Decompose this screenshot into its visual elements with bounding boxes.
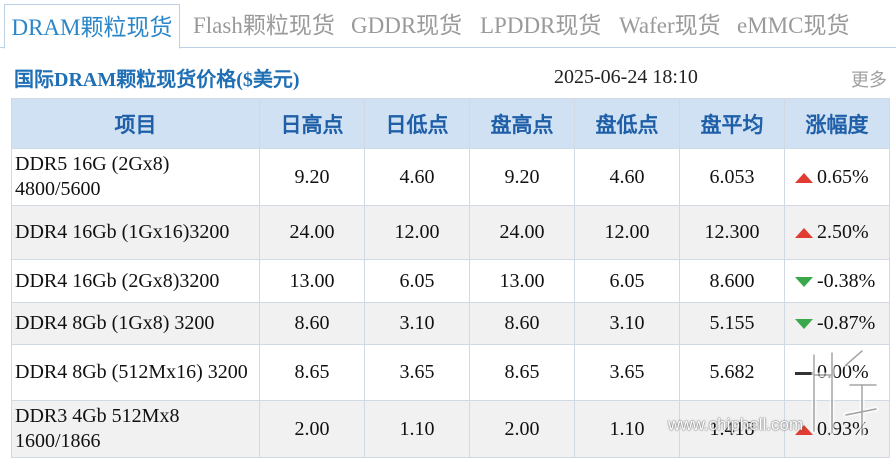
arrow-down-icon: [795, 319, 813, 330]
change-value: 0.65%: [817, 165, 869, 188]
session-low-value: 3.10: [574, 302, 680, 345]
update-timestamp: 2025-06-24 18:10: [554, 66, 698, 88]
table-row: DDR4 16Gb (1Gx16)3200 24.00 12.00 24.00 …: [11, 205, 890, 260]
item-name[interactable]: DDR3 4Gb 512Mx8 1600/1866: [11, 400, 260, 458]
change-cell: -0.87%: [784, 302, 890, 345]
change-cell: 2.50%: [784, 205, 890, 260]
session-low-value: 4.60: [574, 148, 680, 206]
column-header-change: 涨幅度: [784, 98, 890, 149]
more-link[interactable]: 更多: [851, 70, 887, 90]
session-high-value: 24.00: [469, 205, 575, 260]
day-low-value: 1.10: [364, 400, 470, 458]
table-row: DDR4 16Gb (2Gx8)3200 13.00 6.05 13.00 6.…: [11, 259, 890, 303]
tab-flash[interactable]: Flash颗粒现货: [193, 13, 335, 38]
day-high-value: 8.60: [259, 302, 365, 345]
tab-dram[interactable]: DRAM颗粒现货: [4, 4, 180, 49]
section-title: 国际DRAM颗粒现货价格($美元): [14, 69, 300, 91]
item-name[interactable]: DDR4 16Gb (1Gx16)3200: [11, 205, 260, 260]
session-low-value: 3.65: [574, 344, 680, 401]
item-name[interactable]: DDR4 8Gb (512Mx16) 3200: [11, 344, 260, 401]
change-value: -0.87%: [817, 312, 876, 334]
change-value: 2.50%: [817, 221, 869, 243]
session-avg-value: 6.053: [679, 148, 785, 206]
day-low-value: 4.60: [364, 148, 470, 206]
arrow-down-icon: [795, 276, 813, 287]
tab-lpddr[interactable]: LPDDR现货: [480, 13, 602, 38]
column-header-item: 项目: [11, 98, 260, 149]
change-cell: 0.65%: [784, 148, 890, 206]
arrow-up-icon: [795, 172, 813, 183]
session-avg-value: 1.418: [679, 400, 785, 458]
column-header-session-high: 盘高点: [469, 98, 575, 149]
session-avg-value: 5.682: [679, 344, 785, 401]
tab-emmc[interactable]: eMMC现货: [737, 13, 850, 38]
price-table: 项目 日高点 日低点 盘高点 盘低点 盘平均 涨幅度 DDR5 16G (2Gx…: [11, 98, 890, 458]
session-low-value: 6.05: [574, 259, 680, 303]
day-low-value: 3.10: [364, 302, 470, 345]
day-low-value: 3.65: [364, 344, 470, 401]
day-high-value: 8.65: [259, 344, 365, 401]
day-high-value: 2.00: [259, 400, 365, 458]
session-avg-value: 5.155: [679, 302, 785, 345]
session-high-value: 13.00: [469, 259, 575, 303]
table-row: DDR3 4Gb 512Mx8 1600/1866 2.00 1.10 2.00…: [11, 400, 890, 458]
session-avg-value: 12.300: [679, 205, 785, 260]
tab-wafer[interactable]: Wafer现货: [619, 13, 721, 38]
day-low-value: 6.05: [364, 259, 470, 303]
table-row: DDR4 8Gb (512Mx16) 3200 8.65 3.65 8.65 3…: [11, 344, 890, 401]
tab-gddr[interactable]: GDDR现货: [351, 13, 463, 38]
column-header-day-high: 日高点: [259, 98, 365, 149]
day-high-value: 9.20: [259, 148, 365, 206]
session-low-value: 12.00: [574, 205, 680, 260]
watermark-logo: [811, 348, 879, 438]
session-low-value: 1.10: [574, 400, 680, 458]
item-name[interactable]: DDR5 16G (2Gx8) 4800/5600: [11, 148, 260, 206]
session-avg-value: 8.600: [679, 259, 785, 303]
column-header-day-low: 日低点: [364, 98, 470, 149]
day-high-value: 24.00: [259, 205, 365, 260]
change-cell: -0.38%: [784, 259, 890, 303]
session-high-value: 9.20: [469, 148, 575, 206]
item-name[interactable]: DDR4 16Gb (2Gx8)3200: [11, 259, 260, 303]
column-header-session-low: 盘低点: [574, 98, 680, 149]
change-cell: 0.00%: [784, 344, 890, 401]
day-low-value: 12.00: [364, 205, 470, 260]
item-name[interactable]: DDR4 8Gb (1Gx8) 3200: [11, 302, 260, 345]
flat-dash-icon: [795, 371, 813, 375]
watermark-text: www.chiphell.com: [668, 415, 804, 434]
table-row: DDR5 16G (2Gx8) 4800/5600 9.20 4.60 9.20…: [11, 148, 890, 206]
column-header-session-avg: 盘平均: [679, 98, 785, 149]
table-row: DDR4 8Gb (1Gx8) 3200 8.60 3.10 8.60 3.10…: [11, 302, 890, 345]
arrow-up-icon: [795, 424, 813, 435]
change-value: -0.38%: [817, 269, 876, 292]
table-header-row: 项目 日高点 日低点 盘高点 盘低点 盘平均 涨幅度: [11, 98, 890, 149]
tab-bar: DRAM颗粒现货 Flash颗粒现货 GDDR现货 LPDDR现货 Wafer现…: [0, 0, 896, 49]
arrow-up-icon: [795, 228, 813, 239]
session-high-value: 8.60: [469, 302, 575, 345]
session-high-value: 2.00: [469, 400, 575, 458]
day-high-value: 13.00: [259, 259, 365, 303]
session-high-value: 8.65: [469, 344, 575, 401]
